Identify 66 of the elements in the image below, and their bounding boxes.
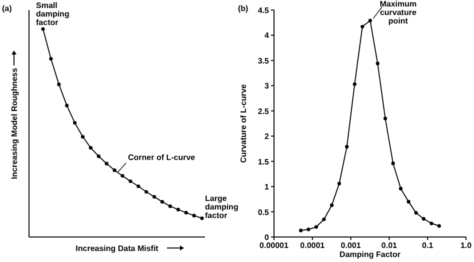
point — [330, 203, 334, 208]
y-tick-label: 3 — [264, 82, 270, 91]
y-tick-label: 3.5 — [258, 56, 270, 66]
y-tick-label: 1.5 — [258, 157, 270, 166]
point — [112, 168, 116, 172]
x-tick-label: 0.0001 — [300, 241, 326, 250]
y-axis-title: Increasing Model Roughness — [10, 67, 19, 180]
point — [345, 144, 349, 149]
point — [322, 218, 326, 222]
point — [65, 104, 69, 108]
point — [200, 216, 204, 220]
y-tick-label: 0 — [264, 233, 270, 242]
y-tick-label: 2 — [264, 132, 270, 142]
point — [176, 208, 180, 212]
point — [168, 204, 172, 208]
point — [437, 224, 441, 228]
x-tick-label: 0.1 — [422, 241, 434, 250]
x-tick-label: 0.00001 — [260, 241, 290, 250]
point — [306, 228, 310, 232]
point — [376, 62, 380, 66]
point — [391, 162, 395, 166]
y-axis-title: Curvature of L-curve — [239, 84, 248, 163]
point — [314, 225, 318, 229]
point — [368, 18, 372, 22]
point — [152, 195, 156, 199]
point — [337, 182, 342, 186]
point — [160, 200, 164, 204]
x-axis-title: Increasing Data Misfit — [76, 244, 159, 253]
point — [383, 116, 388, 120]
x-axis-title: Damping Factor — [340, 250, 400, 259]
x-tick-label: 0.001 — [340, 241, 362, 250]
point — [299, 228, 303, 232]
point — [352, 82, 356, 86]
y-tick-label: 4.5 — [258, 6, 270, 15]
y-tick-label: 4 — [264, 31, 270, 40]
point — [136, 184, 140, 188]
point — [80, 134, 85, 139]
chart-title: (b) — [238, 4, 249, 13]
text: Small damping factor — [36, 1, 70, 27]
y-tick-label: 1 — [264, 182, 270, 192]
point — [422, 217, 426, 221]
point — [144, 190, 148, 194]
annotation: Corner of L-curve — [128, 153, 196, 162]
point — [398, 186, 403, 190]
point — [430, 222, 434, 226]
point — [73, 121, 77, 125]
point — [414, 210, 418, 215]
point — [96, 154, 100, 158]
point — [406, 200, 410, 204]
point — [128, 179, 132, 184]
point — [192, 214, 196, 218]
point — [360, 24, 364, 28]
point — [57, 82, 61, 86]
point — [120, 174, 124, 178]
y-tick-label: 2.5 — [258, 106, 270, 116]
point — [49, 56, 53, 61]
point — [41, 27, 45, 31]
chart-title: (a) — [2, 4, 12, 13]
point — [88, 146, 92, 150]
annotation: Large damping factor — [205, 194, 238, 220]
x-tick-label: 1.0 — [460, 241, 472, 250]
y-tick-label: 0.5 — [258, 208, 270, 217]
point — [104, 162, 108, 166]
annotation: Maximum curvature point — [380, 0, 417, 26]
point — [184, 210, 188, 214]
x-tick-label: 0.01 — [381, 241, 398, 250]
